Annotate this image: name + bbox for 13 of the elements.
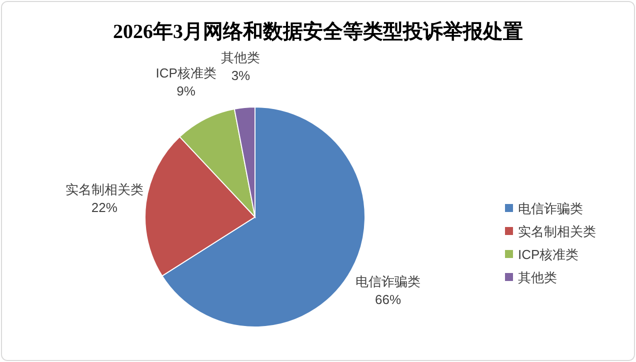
chart-title: 2026年3月网络和数据安全等类型投诉举报处置: [113, 20, 523, 43]
legend-label: ICP核准类: [518, 247, 579, 262]
slice-label: 其他类: [221, 50, 260, 65]
legend-label: 实名制相关类: [518, 224, 596, 239]
slice-label: ICP核准类: [156, 66, 216, 81]
legend-label: 电信诈骗类: [518, 201, 583, 216]
slice-label: 电信诈骗类: [356, 274, 421, 290]
data-label: 66%: [375, 292, 402, 308]
data-label: 9%: [176, 84, 196, 99]
data-label: 3%: [231, 68, 251, 83]
legend-label: 其他类: [518, 270, 557, 285]
slice-label: 实名制相关类: [65, 182, 144, 197]
data-label: 22%: [91, 200, 118, 215]
